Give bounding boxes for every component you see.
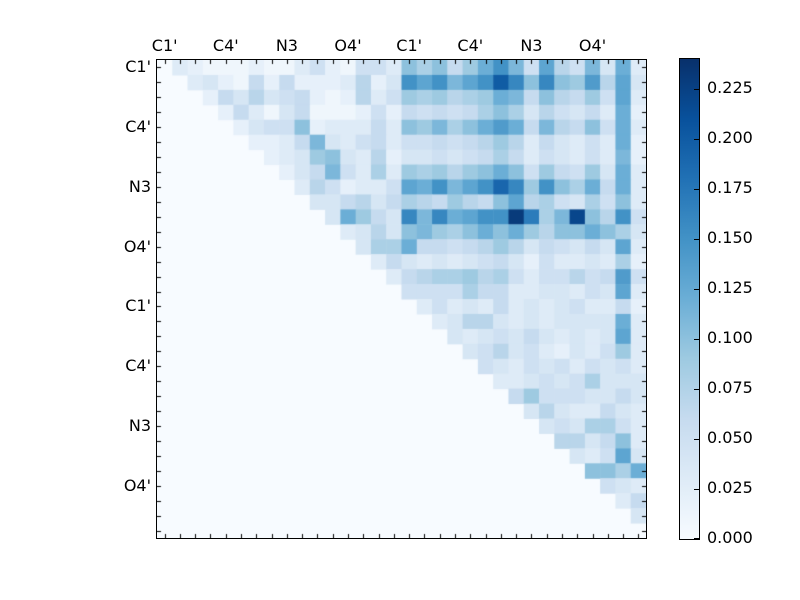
colorbar-tick-label: 0.225 [707, 78, 753, 97]
x-axis-tick-label: N3 [275, 36, 298, 55]
colorbar-tick-label: 0.025 [707, 478, 753, 497]
colorbar-tick-label: 0.175 [707, 178, 753, 197]
x-axis-tick-label: C4' [212, 36, 239, 55]
colorbar-tick-label: 0.050 [707, 428, 753, 447]
y-axis-tick-label: C1' [125, 57, 151, 77]
colorbar-tick [694, 238, 699, 240]
colorbar-tick [694, 88, 699, 90]
colorbar-tick-label: 0.000 [707, 528, 753, 547]
y-axis-tick-label: C1' [125, 296, 151, 316]
y-axis-tick-label: O4' [123, 236, 151, 256]
x-axis-tick-label: N3 [520, 36, 543, 55]
x-axis-tick-label: C4' [457, 36, 484, 55]
y-axis-tick-label: N3 [128, 415, 151, 435]
colorbar-tick [694, 288, 699, 290]
colorbar-tick-label: 0.150 [707, 228, 753, 247]
y-axis-tick-label: C4' [125, 117, 151, 137]
colorbar-tick [694, 538, 699, 539]
colorbar-tick-label: 0.125 [707, 278, 753, 297]
y-axis-tick-label: C4' [125, 356, 151, 376]
y-axis-tick-label: O4' [123, 475, 151, 495]
heatmap [157, 60, 646, 538]
colorbar-tick [694, 188, 699, 190]
colorbar-tick [694, 388, 699, 390]
x-axis-tick-label: O4' [578, 36, 607, 55]
x-axis-tick-label: O4' [334, 36, 362, 55]
colorbar-tick [694, 338, 699, 340]
colorbar-tick-label: 0.075 [707, 378, 753, 397]
colorbar-tick-label: 0.100 [707, 328, 753, 347]
colorbar [679, 58, 700, 540]
x-axis-tick-label: C1' [151, 36, 178, 55]
x-axis-tick-label: C1' [396, 36, 423, 55]
colorbar-tick-label: 0.200 [707, 128, 753, 147]
plot-area [156, 59, 647, 539]
colorbar-tick [694, 138, 699, 140]
y-axis-tick-label: N3 [128, 176, 151, 196]
colorbar-tick [694, 488, 699, 490]
colorbar-tick [694, 438, 699, 440]
